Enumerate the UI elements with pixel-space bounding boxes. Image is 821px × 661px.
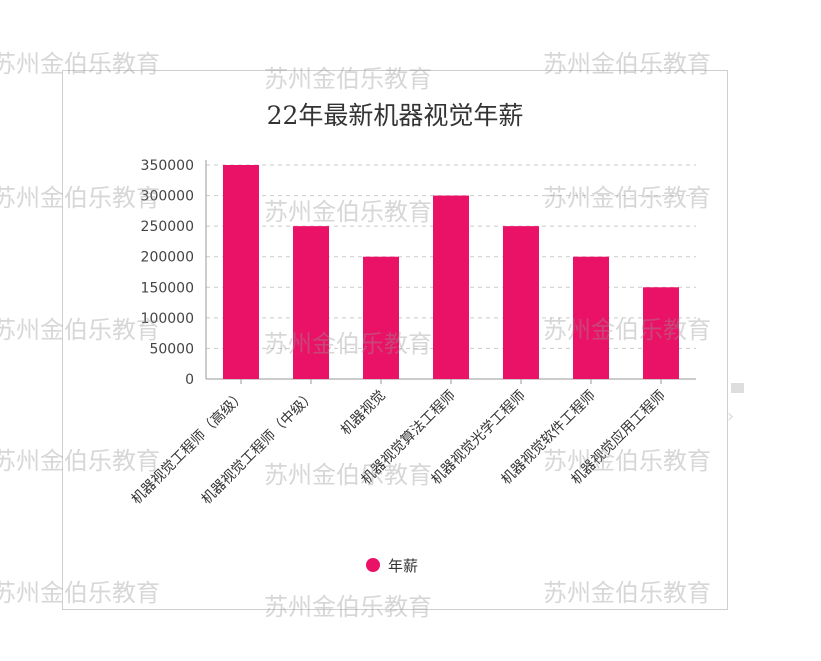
legend-label: 年薪 (388, 556, 419, 575)
y-tick-label: 350000 (141, 158, 194, 174)
bar (293, 226, 329, 379)
bar (223, 165, 259, 379)
y-tick-label: 0 (185, 372, 194, 388)
y-tick-label: 250000 (141, 219, 194, 235)
bar (433, 195, 469, 379)
y-tick-label: 150000 (141, 280, 194, 296)
bar (573, 256, 609, 379)
y-tick-label: 300000 (141, 189, 194, 205)
y-tick-label: 100000 (141, 311, 194, 327)
legend-swatch (366, 558, 380, 572)
bar (643, 287, 679, 379)
y-tick-label: 50000 (149, 341, 194, 357)
chart-title: 22年最新机器视觉年薪 (266, 101, 524, 130)
chevron-right-icon: › (727, 406, 735, 427)
bar (363, 256, 399, 379)
legend[interactable]: 年薪 (366, 553, 418, 577)
bar (503, 226, 539, 379)
x-tick-label: 机器视觉工程师（高级） (128, 387, 249, 508)
y-tick-label: 200000 (141, 250, 194, 266)
side-handle (731, 383, 744, 393)
x-tick-label: 机器视觉工程师（中级） (199, 388, 319, 508)
x-tick-label: 机器视觉 (338, 388, 389, 439)
